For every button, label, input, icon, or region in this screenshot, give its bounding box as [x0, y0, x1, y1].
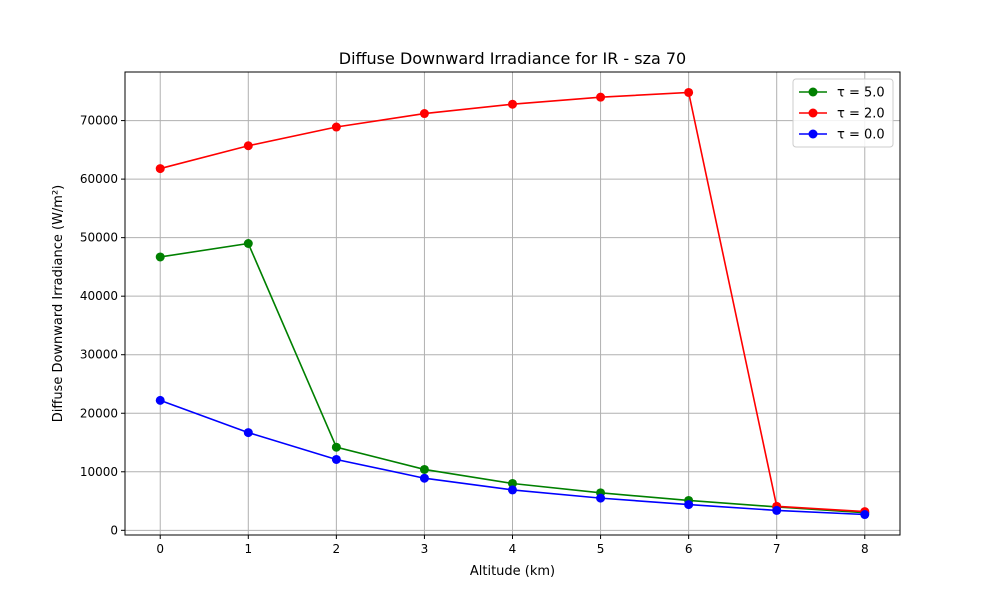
data-point: [243, 141, 253, 151]
y-tick-label: 70000: [80, 114, 118, 128]
legend-label: τ = 2.0: [837, 107, 885, 122]
y-tick-label: 10000: [80, 465, 118, 479]
data-point: [155, 395, 165, 405]
x-tick-label: 3: [421, 542, 429, 556]
data-point: [508, 485, 517, 495]
data-point: [684, 87, 694, 97]
data-point: [243, 428, 253, 438]
x-tick-label: 0: [156, 542, 164, 556]
y-tick-label: 30000: [80, 348, 118, 362]
legend-marker: [808, 87, 818, 97]
data-point: [508, 99, 517, 109]
legend-marker: [808, 108, 818, 118]
grid: [125, 72, 900, 535]
data-point: [419, 473, 429, 483]
x-tick-label: 5: [597, 542, 605, 556]
x-tick-label: 8: [861, 542, 869, 556]
y-tick-label: 0: [110, 523, 118, 537]
series-layer: [155, 87, 870, 520]
legend-marker: [808, 129, 818, 139]
data-point: [331, 442, 341, 452]
data-point: [331, 454, 341, 464]
y-tick-label: 60000: [80, 172, 118, 186]
legend-box: [792, 78, 894, 148]
data-point: [331, 122, 341, 132]
data-point: [596, 92, 606, 102]
data-point: [860, 510, 870, 520]
x-tick-label: 2: [333, 542, 341, 556]
x-tick-label: 7: [773, 542, 781, 556]
y-tick-label: 40000: [80, 289, 118, 303]
legend-label: τ = 5.0: [837, 86, 885, 101]
y-tick-label: 50000: [80, 231, 118, 245]
data-point: [243, 239, 253, 249]
data-point: [684, 500, 694, 510]
x-axis-label: Altitude (km): [470, 564, 555, 579]
legend: τ = 5.0 τ = 2.0 τ = 0.0: [792, 78, 894, 148]
data-point: [155, 164, 165, 174]
x-tick-label: 4: [509, 542, 517, 556]
data-point: [596, 493, 606, 503]
data-point: [508, 478, 517, 488]
data-point: [155, 252, 165, 262]
plot-frame: [124, 71, 901, 536]
x-tick-label: 1: [244, 542, 252, 556]
axis-ticks: 0 1 2 3 4 5 6 7 8 0 10000 20000 30000 40000 50000 60000…: [80, 114, 869, 556]
x-tick-label: 6: [685, 542, 693, 556]
y-axis-label: Diffuse Downward Irradiance (W/m²): [51, 185, 66, 423]
y-tick-label: 20000: [80, 406, 118, 420]
data-point: [772, 505, 782, 515]
legend-label: τ = 0.0: [837, 128, 885, 143]
data-point: [419, 109, 429, 119]
data-point: [419, 464, 429, 474]
chart-title: Diffuse Downward Irradiance for IR - sza…: [339, 49, 686, 68]
